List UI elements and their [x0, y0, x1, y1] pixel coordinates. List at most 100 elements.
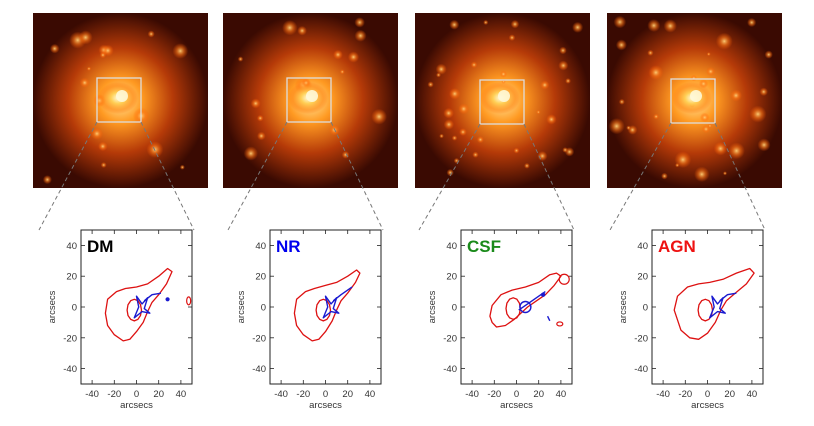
substructure-blob — [694, 166, 710, 183]
substructure-blob — [722, 171, 728, 176]
caustic-curve-segment — [332, 286, 353, 302]
substructure-blob — [728, 142, 745, 160]
lens-plot: -40 -20 0 20 40 40 20 0 -20 -40 arcsecs arcsecs CSF — [427, 229, 573, 411]
panel-nr: -40 -20 0 20 40 40 20 0 -20 -40 arcsecs arcsecs NR — [223, 13, 398, 411]
y-tick-label: 20 — [637, 272, 648, 283]
substructure-blob — [49, 43, 60, 54]
caustic-curve — [709, 292, 737, 319]
caustic-point — [165, 297, 170, 302]
y-tick-label: 0 — [261, 303, 266, 314]
substructure-blob — [508, 34, 516, 41]
substructure-blob — [237, 56, 244, 62]
substructure-blob — [757, 138, 771, 152]
y-tick-label: -20 — [443, 333, 457, 344]
substructure-blob — [653, 113, 660, 120]
substructure-blob — [764, 50, 773, 59]
substructure-blob — [674, 151, 692, 169]
zoom-box — [670, 78, 716, 124]
substructure-blob — [626, 125, 631, 131]
panel-csf: -40 -20 0 20 40 40 20 0 -20 -40 arcsecs arcsecs CSF — [415, 13, 590, 411]
x-axis-label: arcsecs — [691, 400, 724, 411]
substructure-blob — [706, 66, 716, 77]
substructure-blob — [427, 81, 434, 88]
y-tick-label: 20 — [66, 272, 77, 283]
substructure-blob — [341, 150, 350, 159]
substructure-blob — [257, 131, 266, 141]
cluster-core-bright — [690, 90, 702, 102]
substructure-blob — [572, 21, 584, 33]
substructure-blob — [90, 127, 104, 140]
x-tick-label: -40 — [274, 389, 288, 400]
substructure-blob — [179, 164, 185, 170]
substructure-blob — [354, 17, 365, 28]
substructure-blob — [458, 103, 470, 115]
cluster-core-bright — [306, 90, 318, 102]
y-tick-label: -40 — [634, 364, 648, 375]
caustic-curve — [133, 292, 170, 319]
x-tick-label: 0 — [134, 389, 139, 400]
substructure-blob — [483, 19, 489, 25]
x-tick-label: 0 — [323, 389, 328, 400]
x-tick-label: -40 — [656, 389, 670, 400]
substructure-blob — [499, 70, 508, 78]
substructure-blob — [647, 19, 661, 32]
substructure-blob — [663, 19, 677, 33]
y-tick-label: -40 — [443, 364, 457, 375]
substructure-blob — [713, 141, 728, 156]
substructure-blob — [476, 136, 484, 144]
y-tick-label: 20 — [255, 272, 266, 283]
substructure-blob — [435, 63, 447, 75]
zoom-box — [96, 77, 142, 123]
substructure-blob — [613, 15, 627, 29]
y-tick-label: 40 — [255, 241, 266, 252]
panel-dm: -40 -20 0 20 40 40 20 0 -20 -40 arcsecs arcsecs DM — [33, 13, 208, 411]
y-tick-label: 40 — [66, 241, 77, 252]
panel-label: DM — [87, 237, 113, 256]
x-tick-label: 20 — [153, 389, 164, 400]
substructure-blob — [648, 65, 664, 81]
x-tick-label: -40 — [85, 389, 99, 400]
substructure-blob — [250, 98, 261, 109]
critical-curve-inner — [697, 298, 714, 322]
substructure-blob — [147, 30, 155, 38]
panel-label: AGN — [658, 237, 696, 256]
lens-plot: -40 -20 0 20 40 40 20 0 -20 -40 arcsecs arcsecs AGN — [618, 229, 764, 411]
y-tick-label: -20 — [634, 333, 648, 344]
substructure-blob — [449, 19, 460, 30]
y-axis-label: arcsecs — [618, 290, 629, 323]
y-tick-label: 40 — [446, 241, 457, 252]
x-tick-label: 20 — [724, 389, 735, 400]
substructure-blob — [699, 112, 710, 123]
substructure-blob — [747, 17, 757, 28]
substructure-blob — [729, 89, 743, 102]
substructure-blob — [701, 124, 711, 134]
zoom-connector-right — [523, 123, 575, 231]
y-axis-label: arcsecs — [236, 290, 247, 323]
caustic-astroid — [133, 295, 151, 319]
x-tick-label: 20 — [533, 389, 544, 400]
x-tick-label: 0 — [705, 389, 710, 400]
substructure-blob — [79, 77, 90, 88]
cluster-core-bright — [116, 90, 128, 102]
substructure-blob — [347, 51, 360, 63]
substructure-blob — [536, 109, 541, 115]
substructure-blob — [78, 30, 93, 45]
caustic-curve — [518, 291, 551, 322]
substructure-blob — [615, 39, 627, 51]
substructure-blob — [98, 141, 108, 152]
x-axis-label: arcsecs — [500, 400, 533, 411]
substructure-blob — [297, 25, 307, 36]
substructure-blob — [715, 32, 733, 50]
lens-plot: -40 -20 0 20 40 40 20 0 -20 -40 arcsecs arcsecs DM — [47, 229, 193, 411]
substructure-blob — [459, 128, 467, 136]
substructure-blob — [99, 51, 107, 59]
x-tick-label: 40 — [747, 389, 758, 400]
substructure-blob — [647, 49, 654, 56]
panel-agn: -40 -20 0 20 40 40 20 0 -20 -40 arcsecs arcsecs AGN — [607, 13, 782, 411]
substructure-blob — [282, 20, 298, 36]
x-tick-label: 0 — [514, 389, 519, 400]
substructure-blob — [546, 114, 557, 125]
zoom-connector-right — [714, 122, 766, 231]
critical-curve-outer — [489, 272, 562, 328]
